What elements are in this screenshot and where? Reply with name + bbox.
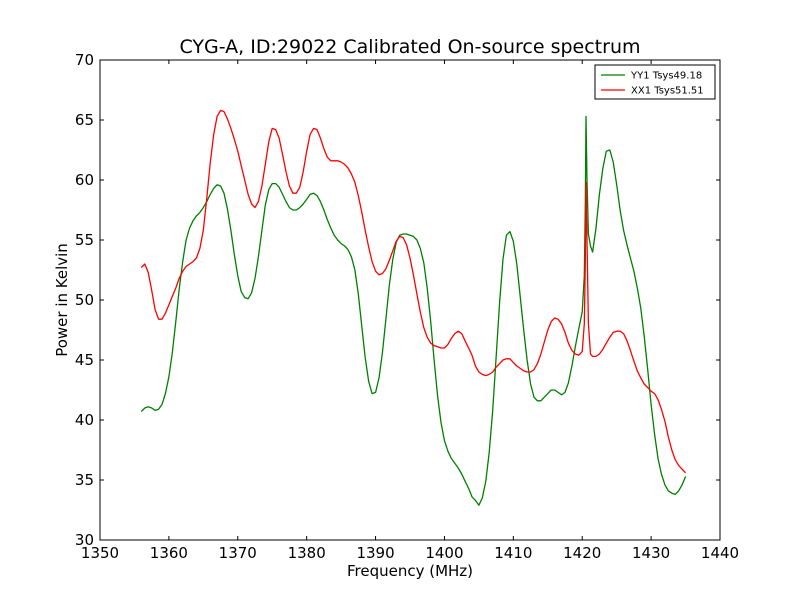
x-tick-label: 1390 — [356, 544, 394, 562]
y-tick-label: 60 — [75, 171, 94, 189]
x-tick-label: 1440 — [701, 544, 739, 562]
y-tick-label: 65 — [75, 111, 94, 129]
x-tick-label: 1350 — [81, 544, 119, 562]
legend-label: XX1 Tsys51.51 — [631, 86, 704, 97]
x-tick-label: 1370 — [219, 544, 257, 562]
x-tick-label: 1420 — [563, 544, 601, 562]
y-tick-label: 40 — [75, 411, 94, 429]
legend-label: YY1 Tsys49.18 — [630, 71, 702, 82]
x-axis-label: Frequency (MHz) — [347, 562, 473, 580]
x-tick-label: 1400 — [425, 544, 463, 562]
y-tick-label: 55 — [75, 231, 94, 249]
series-line-2 — [140, 109, 687, 474]
chart-title: CYG-A, ID:29022 Calibrated On-source spe… — [179, 36, 640, 58]
x-tick-label: 1430 — [632, 544, 670, 562]
y-tick-label: 50 — [75, 291, 94, 309]
plot-frame — [99, 59, 721, 541]
y-tick-label: 30 — [75, 531, 94, 549]
legend: YY1 Tsys49.18 XX1 Tsys51.51 — [594, 64, 716, 100]
y-tick-label: 35 — [75, 471, 94, 489]
series-line-1 — [140, 115, 687, 506]
y-tick-label: 45 — [75, 351, 94, 369]
x-tick-label: 1410 — [494, 544, 532, 562]
series-layer — [140, 109, 687, 506]
x-tick-label: 1380 — [288, 544, 326, 562]
axes-layer: 1350 1360 1370 1380 1390 1400 1410 1420 1430 1440… — [75, 51, 739, 562]
x-tick-label: 1360 — [150, 544, 188, 562]
y-tick-label: 70 — [75, 51, 94, 69]
legend-box — [594, 64, 716, 100]
y-axis-label: Power in Kelvin — [53, 243, 71, 357]
